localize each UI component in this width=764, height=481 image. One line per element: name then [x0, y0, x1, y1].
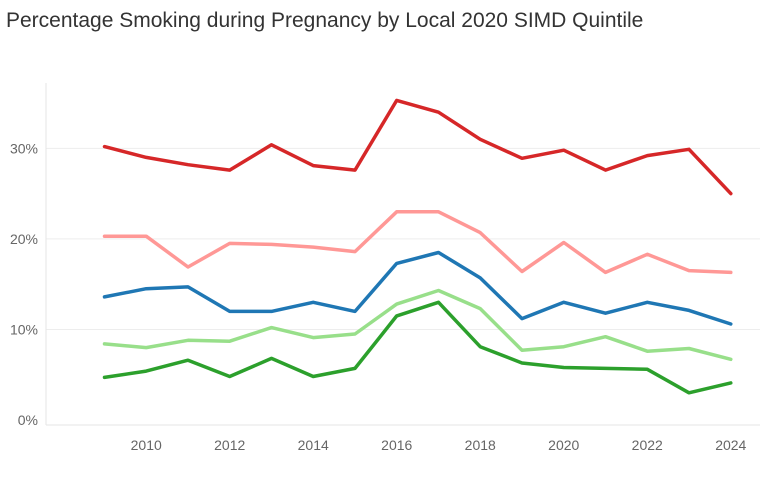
x-tick-label: 2012 [214, 437, 245, 453]
y-tick-label: 20% [10, 231, 38, 247]
y-tick-label: 10% [10, 321, 38, 337]
x-tick-label: 2016 [381, 437, 412, 453]
x-tick-labels: 2010 2012 2014 2016 2018 2020 2022 2024 [131, 437, 747, 453]
axes [45, 83, 760, 426]
chart-title: Percentage Smoking during Pregnancy by L… [6, 9, 644, 32]
gridlines [46, 147, 760, 330]
x-tick-label: 2014 [298, 437, 329, 453]
x-tick-label: 2010 [131, 437, 162, 453]
series-line-1[interactable] [102, 98, 733, 196]
x-tick-label: 2020 [548, 437, 579, 453]
series-line-5[interactable] [102, 300, 733, 395]
x-tick-label: 2018 [465, 437, 496, 453]
series-lines [102, 98, 733, 395]
x-tick-label: 2022 [632, 437, 663, 453]
series-line-2[interactable] [102, 210, 733, 275]
series-line-4[interactable] [102, 288, 733, 362]
series-line-3[interactable] [102, 250, 733, 326]
y-tick-label: 0% [18, 412, 38, 428]
y-tick-label: 30% [10, 140, 38, 156]
y-tick-labels: 0% 10% 20% 30% [10, 140, 38, 428]
x-tick-label: 2024 [715, 437, 746, 453]
